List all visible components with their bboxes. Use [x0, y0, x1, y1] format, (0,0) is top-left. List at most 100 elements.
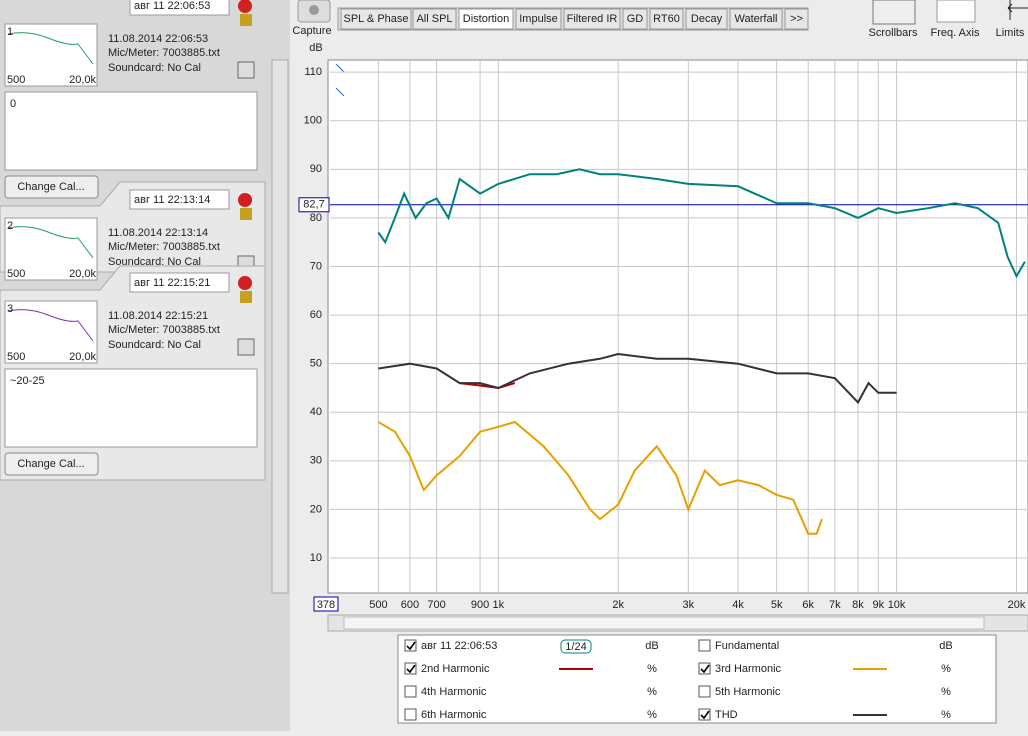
tab[interactable] — [622, 8, 648, 30]
limits-icon[interactable] — [1007, 0, 1028, 20]
legend-checkbox[interactable] — [698, 685, 711, 698]
legend-name: авг 11 22:06:53 — [421, 640, 497, 652]
toolbar-label[interactable]: Freq. Axis — [931, 27, 980, 39]
legend-name: 6th Harmonic — [421, 709, 487, 721]
tab-label[interactable]: Decay — [691, 13, 723, 25]
thumbnail — [4, 23, 98, 87]
notes-box[interactable] — [4, 91, 258, 171]
notes: ~20-25 — [10, 375, 45, 387]
notes-box[interactable] — [4, 368, 258, 448]
y-tick-label: 60 — [310, 309, 322, 321]
legend-unit: % — [941, 663, 951, 675]
tab-label[interactable]: Filtered IR — [567, 13, 618, 25]
soundcard-cal: Soundcard: No Cal — [108, 62, 201, 74]
tab-label[interactable]: GD — [627, 13, 644, 25]
change-cal-button[interactable] — [4, 175, 99, 199]
measurement-date: 11.08.2014 22:15:21 — [108, 310, 208, 322]
legend-checkbox[interactable] — [404, 639, 417, 652]
icon[interactable] — [237, 61, 255, 79]
tab-label[interactable]: Distortion — [463, 13, 509, 25]
tab[interactable] — [729, 8, 783, 30]
tab-label[interactable]: Waterfall — [735, 13, 778, 25]
icon[interactable] — [237, 338, 255, 356]
legend-unit: dB — [645, 640, 658, 652]
x-tick-label: 20k — [1008, 599, 1026, 611]
tab[interactable] — [412, 8, 457, 30]
y-tick-label: 30 — [310, 455, 322, 467]
tab[interactable] — [784, 8, 809, 30]
y-tick-label: 80 — [310, 212, 322, 224]
tab-label[interactable]: All SPL — [416, 13, 452, 25]
x-tick-label: 378 — [317, 599, 335, 611]
tab-label[interactable]: >> — [790, 13, 803, 25]
icon[interactable] — [240, 208, 252, 220]
legend-checkbox[interactable] — [404, 708, 417, 721]
x-tick-label: 3k — [682, 599, 694, 611]
toolbar-label[interactable]: Limits — [996, 27, 1025, 39]
thumbnail-max: 20,0k — [69, 268, 96, 280]
legend-checkbox[interactable] — [698, 662, 711, 675]
tab[interactable] — [340, 8, 412, 30]
capture-lens — [309, 5, 319, 15]
legend-name: 4th Harmonic — [421, 686, 487, 698]
check-mark — [406, 664, 416, 674]
mic-cal: Mic/Meter: 7003885.txt — [108, 241, 220, 253]
zoom-icons[interactable] — [335, 63, 345, 97]
resolution[interactable]: 1/24 — [565, 641, 586, 653]
freq-axis-icon[interactable] — [936, 0, 976, 23]
legend-checkbox[interactable] — [404, 662, 417, 675]
tab[interactable] — [649, 8, 684, 30]
icon[interactable] — [240, 291, 252, 303]
mic-cal: Mic/Meter: 7003885.txt — [108, 324, 220, 336]
change-cal-label[interactable]: Change Cal... — [17, 181, 84, 193]
delete-button[interactable] — [238, 193, 252, 207]
x-tick-label: 500 — [369, 599, 387, 611]
tab-label[interactable]: RT60 — [653, 13, 680, 25]
x-tick-label: 900 — [471, 599, 489, 611]
y-tick-label: 100 — [304, 115, 322, 127]
tab[interactable] — [685, 8, 728, 30]
x-tick-label: 2k — [612, 599, 624, 611]
cursor-box — [298, 197, 330, 213]
x-tick-label: 600 — [401, 599, 419, 611]
thumbnail — [4, 300, 98, 364]
thumbnail-curve — [7, 309, 94, 342]
cursor-label: 82,7 — [303, 199, 324, 211]
scroll-thumb[interactable] — [343, 616, 985, 630]
measurement-tab-date: авг 11 22:06:53 — [134, 0, 210, 12]
legend-unit: % — [941, 686, 951, 698]
delete-button[interactable] — [238, 276, 252, 290]
legend-unit: % — [647, 686, 657, 698]
date-box — [129, 0, 230, 16]
x-tick-label: 10k — [888, 599, 906, 611]
legend-unit: % — [647, 709, 657, 721]
legend-unit: % — [941, 709, 951, 721]
tab[interactable] — [563, 8, 621, 30]
legend-checkbox[interactable] — [698, 639, 711, 652]
tab[interactable] — [515, 8, 562, 30]
tab[interactable] — [458, 8, 514, 30]
soundcard-cal: Soundcard: No Cal — [108, 256, 201, 268]
tab-label[interactable]: Impulse — [519, 13, 558, 25]
legend-checkbox[interactable] — [404, 685, 417, 698]
thumbnail-min: 500 — [7, 74, 25, 86]
x-tick-label: 4k — [732, 599, 744, 611]
change-cal-label[interactable]: Change Cal... — [17, 458, 84, 470]
thumbnail-index: 3 — [7, 303, 13, 315]
scrollbars-icon[interactable] — [872, 0, 916, 25]
toolbar-label[interactable]: Scrollbars — [869, 27, 918, 39]
soundcard-cal: Soundcard: No Cal — [108, 339, 201, 351]
legend-checkbox[interactable] — [698, 708, 711, 721]
legend-name: THD — [715, 709, 738, 721]
x-tick-label: 1k — [492, 599, 504, 611]
sidebar-scrollbar[interactable] — [271, 59, 289, 594]
icon[interactable] — [240, 14, 252, 26]
check-mark — [700, 710, 710, 720]
thumbnail-max: 20,0k — [69, 74, 96, 86]
tab-label[interactable]: SPL & Phase — [343, 13, 408, 25]
change-cal-button[interactable] — [4, 452, 99, 476]
x-tick-label: 5k — [771, 599, 783, 611]
delete-button[interactable] — [238, 0, 252, 13]
thumbnail-index: 1 — [7, 26, 13, 38]
